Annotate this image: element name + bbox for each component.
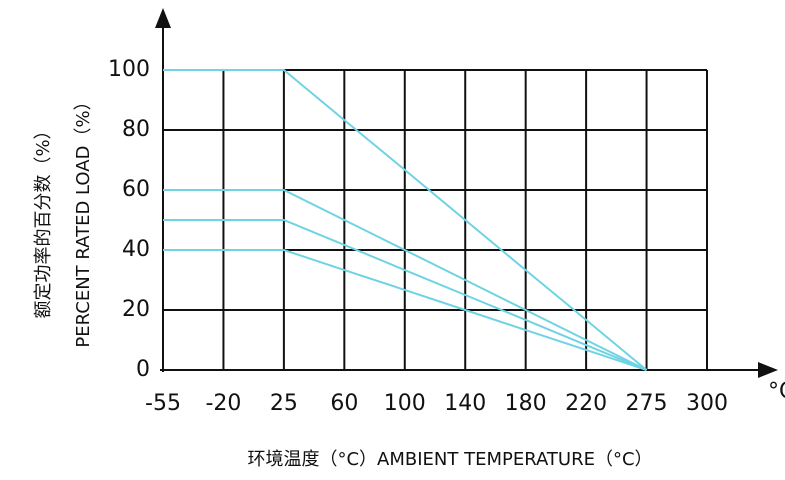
y-tick-label: 0 [136, 357, 150, 382]
x-tick-label: 275 [626, 391, 668, 416]
x-tick-label: 140 [444, 391, 486, 416]
y-tick-label: 100 [108, 57, 150, 82]
y-tick-label: 60 [122, 177, 150, 202]
x-tick-label: 100 [384, 391, 426, 416]
x-tick-label: 60 [330, 391, 358, 416]
y-axis-label-cn: 额定功率的百分数（%） [33, 121, 54, 318]
x-tick-label: 180 [505, 391, 547, 416]
y-tick-label: 80 [122, 117, 150, 142]
y-tick-label: 20 [122, 297, 150, 322]
x-axis-label: 环境温度（°C）AMBIENT TEMPERATURE（°C） [247, 449, 652, 470]
x-tick-label: -20 [205, 391, 241, 416]
x-unit: °C [768, 379, 785, 404]
data-line [163, 249, 647, 371]
x-tick-label: 25 [270, 391, 298, 416]
x-tick-label: -55 [145, 391, 181, 416]
data-line [163, 219, 647, 371]
y-tick-label: 40 [122, 237, 150, 262]
data-line [163, 69, 648, 371]
data-line [163, 189, 648, 371]
x-tick-label: 300 [686, 391, 728, 416]
x-tick-label: 220 [565, 391, 607, 416]
y-axis-label: PERCENT RATED LOAD（%） [73, 92, 94, 347]
